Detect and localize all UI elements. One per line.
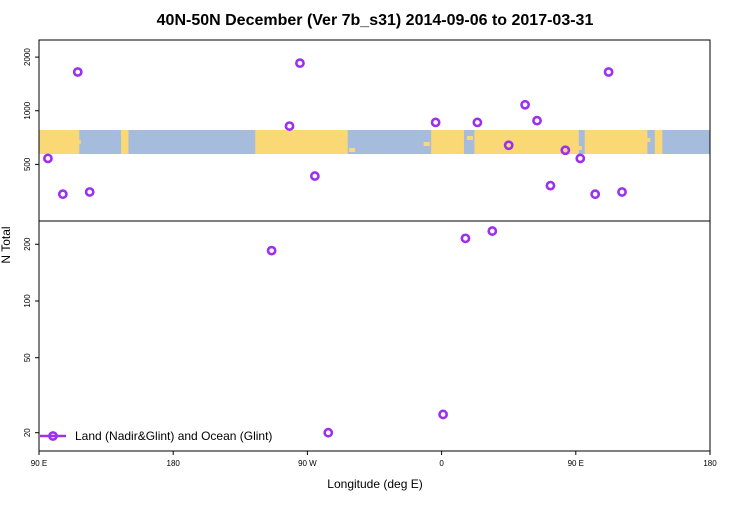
x-axis-title: Longitude (deg E) bbox=[327, 477, 422, 491]
data-point bbox=[43, 153, 53, 164]
chart-title: 40N-50N December (Ver 7b_s31) 2014-09-06… bbox=[157, 12, 594, 29]
plot-border bbox=[38, 39, 711, 452]
lower-y-axis: 20 50 100 200 bbox=[23, 237, 39, 437]
coastline-detail bbox=[644, 138, 651, 142]
coastline-detail bbox=[466, 136, 473, 140]
data-point bbox=[323, 427, 334, 438]
data-point bbox=[520, 99, 531, 110]
upper-y-tick-label: 1000 bbox=[23, 101, 32, 119]
coastline-detail bbox=[575, 146, 582, 150]
legend-marker bbox=[48, 431, 58, 441]
data-point bbox=[309, 171, 320, 181]
data-point bbox=[284, 121, 295, 131]
data-point bbox=[532, 115, 542, 126]
coastline-detail bbox=[74, 140, 81, 144]
x-tick-label: 90 E bbox=[568, 459, 584, 468]
data-point bbox=[603, 67, 614, 77]
legend-label: Land (Nadir&Glint) and Ocean (Glint) bbox=[75, 429, 272, 443]
lower-y-tick-label: 100 bbox=[23, 294, 32, 308]
lower-y-tick-label: 50 bbox=[23, 353, 32, 362]
x-tick-label: 180 bbox=[703, 459, 717, 468]
data-point bbox=[503, 140, 514, 151]
coastline-detail bbox=[542, 150, 549, 154]
y-axis-title: N Total bbox=[0, 226, 13, 263]
asia-land-west bbox=[39, 130, 80, 154]
plot-frames bbox=[38, 39, 711, 452]
data-point bbox=[266, 245, 277, 256]
europe-land-west bbox=[431, 130, 464, 154]
data-point bbox=[545, 180, 556, 191]
data-point bbox=[438, 409, 448, 420]
upper-y-tick-label: 500 bbox=[23, 157, 32, 171]
legend: Land (Nadir&Glint) and Ocean (Glint) bbox=[40, 429, 272, 443]
data-points bbox=[43, 58, 627, 438]
asia-land-east bbox=[584, 130, 648, 154]
data-point bbox=[575, 153, 586, 164]
x-tick-label: 90 E bbox=[31, 459, 47, 468]
coastline-detail bbox=[423, 142, 430, 146]
coastline-detail bbox=[349, 148, 356, 152]
data-point bbox=[472, 117, 483, 128]
x-axis: 90 E 180 90 W 0 90 E 180 bbox=[31, 451, 717, 468]
lower-y-tick-label: 200 bbox=[23, 237, 32, 251]
data-point bbox=[617, 187, 627, 197]
x-tick-label: 90 W bbox=[298, 459, 317, 468]
data-point bbox=[560, 145, 571, 156]
lower-y-tick-label: 20 bbox=[23, 428, 32, 437]
north-america-land bbox=[255, 130, 348, 154]
x-tick-label: 180 bbox=[167, 459, 181, 468]
data-point bbox=[295, 58, 305, 69]
world-map-strip bbox=[39, 130, 710, 154]
data-point bbox=[72, 67, 83, 77]
data-point bbox=[57, 189, 68, 200]
data-point bbox=[430, 117, 441, 128]
europe-asia-land bbox=[474, 130, 579, 154]
data-point bbox=[590, 189, 601, 200]
data-point bbox=[84, 187, 95, 197]
upper-y-axis: 500 1000 2000 bbox=[23, 48, 39, 171]
upper-y-tick-label: 2000 bbox=[23, 48, 32, 66]
data-point bbox=[487, 226, 498, 236]
data-point bbox=[460, 233, 471, 244]
japan-land bbox=[121, 130, 129, 154]
japan-land-east bbox=[654, 130, 663, 154]
x-tick-label: 0 bbox=[439, 459, 444, 468]
